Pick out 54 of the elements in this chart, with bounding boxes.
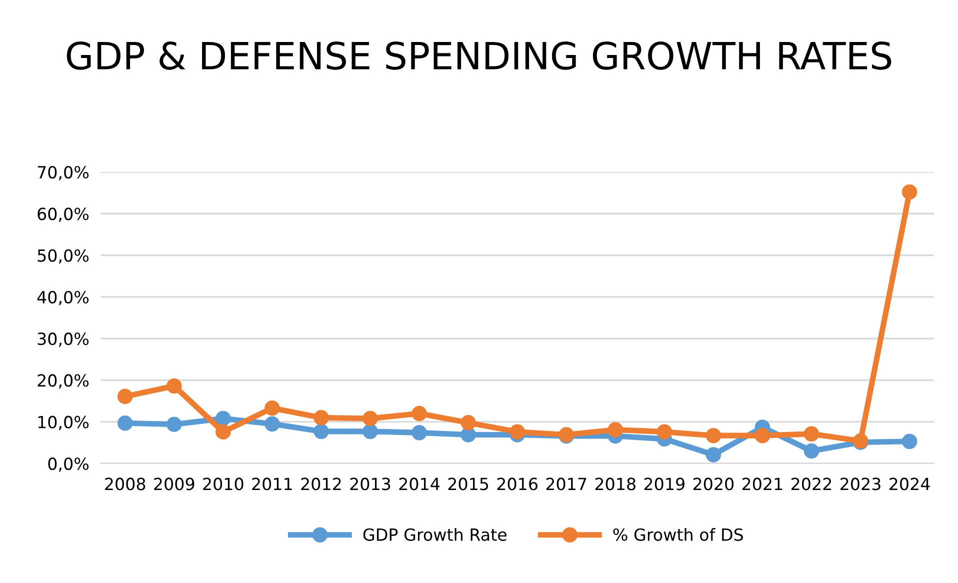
chart-title: GDP & DEFENSE SPENDING GROWTH RATES [66,41,892,70]
x-tick-label: 2020 [693,478,734,490]
x-tick-label: 2021 [742,478,782,490]
point [804,426,820,442]
x-tick-label: 2019 [644,478,684,490]
point [706,428,722,444]
x-tick-label: 2013 [350,478,390,490]
point [412,406,427,422]
y-tick-label: 70,0% [38,166,89,180]
point [656,424,672,440]
x-tick-label: 2008 [105,478,146,490]
y-tick-label: 60,0% [38,208,89,222]
point [460,427,476,442]
point [902,434,918,450]
point [460,415,476,430]
y-tick-label: 50,0% [38,249,89,264]
y-tick-label: 40,0% [37,290,89,306]
x-tick-label: 2024 [890,478,930,490]
y-tick-label: 30,0% [38,332,89,347]
legend-label: GDP Growth Rate [363,528,506,541]
y-tick-label: 20,0% [38,374,89,388]
point [754,428,770,444]
point [804,443,820,459]
legend-label: % Growth of DS [613,528,743,541]
x-tick-label: 2010 [203,478,244,490]
x-tick-label: 2023 [840,478,880,490]
point [902,184,918,200]
x-tick-label: 2017 [546,478,586,490]
point [314,410,329,426]
point [264,416,280,432]
point [264,400,280,416]
point [362,410,378,426]
x-tick-label: 2022 [791,478,832,490]
point [117,388,133,404]
x-tick-label: 2009 [154,478,194,490]
x-tick-label: 2016 [497,478,538,490]
point [117,415,133,431]
point [216,410,231,426]
point [166,416,182,432]
x-tick-label: 2015 [448,478,488,490]
point [216,424,231,440]
point [314,424,329,440]
point [608,422,624,438]
x-tick-label: 2012 [301,478,341,490]
point [412,425,427,440]
y-tick-label: 0,0% [48,457,89,472]
x-tick-label: 2011 [252,478,292,490]
point [166,378,182,394]
x-tick-label: 2018 [595,478,636,490]
point [362,424,378,440]
x-tick-label: 2014 [399,478,440,490]
y-tick-label: 10,0% [38,416,89,430]
point [510,424,525,440]
point [706,447,722,462]
